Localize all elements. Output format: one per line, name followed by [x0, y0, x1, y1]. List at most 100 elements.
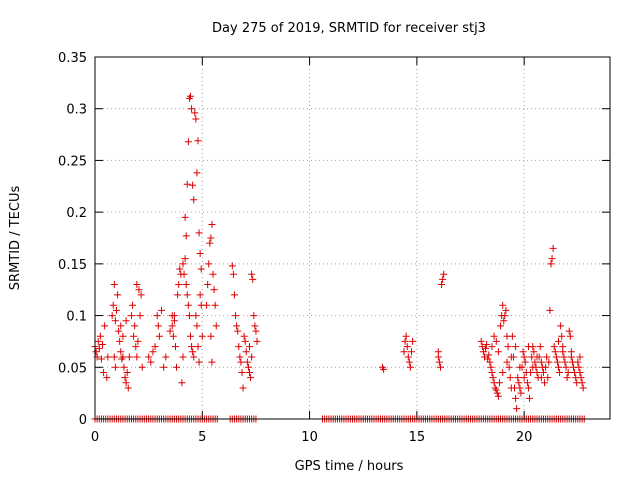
y-tick-label: 0.2	[66, 206, 87, 221]
data-point	[575, 363, 583, 371]
data-point	[99, 341, 107, 349]
data-point	[185, 312, 193, 320]
data-point	[207, 332, 215, 340]
data-point	[138, 363, 146, 371]
data-point	[178, 379, 186, 387]
data-point	[234, 327, 242, 335]
y-axis-label: SRMTID / TECUs	[8, 186, 23, 291]
data-point	[182, 232, 190, 240]
data-point	[195, 229, 203, 237]
x-tick-label: 5	[198, 430, 206, 445]
data-point	[186, 92, 194, 100]
data-point	[542, 363, 550, 371]
data-point	[252, 327, 260, 335]
data-point	[246, 343, 253, 351]
data-point	[513, 405, 521, 413]
data-point	[492, 386, 500, 394]
data-point	[95, 345, 103, 353]
data-point	[521, 358, 529, 366]
data-point	[136, 312, 144, 320]
data-point	[189, 348, 197, 356]
data-point	[110, 353, 118, 361]
data-points	[91, 92, 588, 423]
data-point	[485, 351, 493, 359]
data-point	[543, 353, 551, 361]
data-point	[409, 337, 417, 345]
data-point	[176, 265, 184, 273]
data-point	[490, 332, 498, 340]
data-point	[516, 363, 524, 371]
data-point	[553, 358, 561, 366]
data-point	[482, 345, 490, 353]
data-point	[250, 312, 258, 320]
data-point	[514, 374, 522, 382]
y-tick-label: 0	[79, 413, 87, 428]
data-point	[483, 341, 491, 349]
data-point	[240, 332, 248, 340]
data-point	[236, 353, 244, 361]
y-tick-label: 0.3	[66, 103, 87, 118]
data-point	[507, 353, 515, 361]
data-point	[402, 332, 410, 340]
data-point	[515, 379, 523, 387]
data-point	[135, 286, 143, 294]
data-point	[548, 255, 556, 263]
data-point	[196, 250, 204, 258]
data-point	[512, 343, 520, 351]
data-point	[155, 332, 163, 340]
data-point	[520, 353, 528, 361]
data-point	[147, 358, 155, 366]
data-point	[198, 332, 206, 340]
data-point	[401, 337, 409, 345]
data-point	[192, 115, 200, 123]
data-point	[208, 358, 216, 366]
data-point	[526, 394, 534, 402]
y-tick-label: 0.25	[58, 154, 87, 169]
data-point	[248, 270, 256, 278]
data-point	[487, 363, 495, 371]
data-point	[153, 312, 161, 320]
x-tick-label: 15	[409, 430, 426, 445]
data-point	[506, 374, 514, 382]
data-point	[549, 244, 557, 252]
data-point	[435, 358, 443, 366]
data-point	[133, 281, 141, 289]
data-point	[209, 270, 217, 278]
data-point	[188, 105, 196, 113]
data-point	[403, 343, 411, 351]
data-point	[212, 322, 220, 330]
tick-labels: 0 0.05 0.1 0.15 0.2 0.25 0.3 0.35 0 5 10 15 20	[58, 51, 532, 445]
data-point	[251, 322, 259, 330]
x-axis-label: GPS time / hours	[295, 459, 404, 474]
data-point	[149, 348, 157, 356]
data-point	[207, 234, 215, 242]
data-point	[184, 301, 192, 309]
data-point	[168, 322, 176, 330]
data-point	[574, 358, 582, 366]
data-point	[109, 301, 117, 309]
data-point	[131, 322, 139, 330]
data-point	[103, 374, 111, 382]
data-point	[101, 322, 109, 330]
data-point	[579, 384, 587, 392]
data-point	[380, 365, 388, 373]
data-point	[556, 368, 564, 376]
data-point	[559, 343, 567, 351]
data-point	[117, 348, 125, 356]
data-point	[492, 337, 500, 345]
data-point	[191, 109, 199, 117]
data-point	[405, 358, 413, 366]
data-point	[486, 358, 494, 366]
data-point	[129, 301, 137, 309]
y-tick-label: 0.1	[66, 310, 87, 325]
data-point	[400, 348, 408, 356]
data-point	[210, 286, 218, 294]
data-point	[438, 281, 446, 289]
data-point	[537, 358, 545, 366]
data-point	[537, 374, 545, 382]
data-point	[193, 322, 201, 330]
data-point	[160, 363, 168, 371]
data-point	[228, 262, 236, 270]
